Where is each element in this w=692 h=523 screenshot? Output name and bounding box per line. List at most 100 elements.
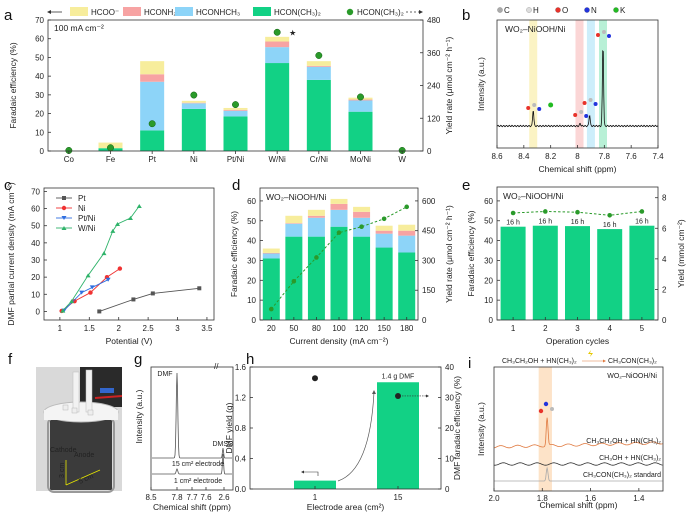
bar xyxy=(597,229,623,320)
y2-axis-label: Yield rate (μmol cm⁻² h⁻¹) xyxy=(444,37,454,135)
yield-point xyxy=(315,52,323,59)
x-tick-label: 8.4 xyxy=(518,152,530,161)
atom-legend-label: K xyxy=(620,6,626,15)
plot-frame xyxy=(493,366,664,492)
yield-point xyxy=(148,120,156,128)
yield-point xyxy=(404,204,410,210)
cathode-label: Cathode xyxy=(50,447,77,454)
y2-tick-label: 300 xyxy=(422,256,436,265)
y-tick-label: 0 xyxy=(40,147,45,156)
panel-label-d: d xyxy=(232,177,240,194)
x-tick-label: 100 xyxy=(332,324,346,333)
marker-triangle-down xyxy=(105,277,111,282)
reaction-product: CH₃CON(CH₃)₂ xyxy=(608,358,657,365)
x-tick-label: Fe xyxy=(106,155,116,164)
x-tick-label: W/Ni xyxy=(269,155,287,164)
x-tick-label: 2.5 xyxy=(143,324,155,333)
legend-label: Ni xyxy=(78,204,86,213)
bar xyxy=(565,226,590,320)
highlight-band xyxy=(598,20,607,148)
y-tick-label: 30 xyxy=(31,256,40,265)
bar-segment xyxy=(262,248,280,253)
yield-point xyxy=(575,209,580,215)
atom-legend-icon xyxy=(497,7,503,13)
electrode-rod xyxy=(72,371,80,413)
x-tick-label: 1 xyxy=(58,324,63,333)
x-tick-label: 8.6 xyxy=(491,152,503,161)
bar-segment xyxy=(375,225,393,231)
y2-tick-label: 2 xyxy=(662,285,667,294)
y-tick-label: 0 xyxy=(36,307,41,316)
y2-axis-label: Yield (mmol cm⁻²) xyxy=(676,219,686,288)
sample-label: WO₂–NiOOH/Ni xyxy=(503,191,564,201)
bar-segment xyxy=(223,107,248,110)
cable xyxy=(100,388,114,393)
bar-segment xyxy=(223,110,248,117)
atom-legend-label: O xyxy=(562,6,568,15)
y-tick-label: 60 xyxy=(31,205,40,214)
bar-segment xyxy=(307,236,325,320)
bar-segment xyxy=(262,253,280,259)
legend-swatch xyxy=(253,7,271,16)
y2-tick-label: 8 xyxy=(662,194,667,203)
y-tick-label: 40 xyxy=(484,237,493,246)
series-line-pt xyxy=(99,287,200,312)
x-tick-label: Pt xyxy=(148,155,156,164)
y-tick-label: 20 xyxy=(31,273,40,282)
x-tick-label: 2.0 xyxy=(488,494,500,503)
y-axis-label: Faradaic efficiency (%) xyxy=(229,211,239,297)
plot-frame xyxy=(259,187,419,321)
growth-arrow xyxy=(337,391,375,482)
bar-segment xyxy=(181,103,206,109)
y2-tick-label: 0 xyxy=(445,485,450,494)
bar-segment xyxy=(285,236,303,320)
plot-frame xyxy=(496,186,659,321)
marker-square xyxy=(97,309,102,314)
y-tick-label: 40 xyxy=(31,239,40,248)
k-ion-icon xyxy=(548,102,554,108)
y-tick-label: 50 xyxy=(484,217,493,226)
y-tick-label: 20 xyxy=(247,276,256,285)
panel-label-f: f xyxy=(8,351,13,368)
panel-label-h: h xyxy=(246,351,254,368)
x-tick-label: 3 xyxy=(175,324,180,333)
bar-segment xyxy=(398,252,416,320)
x-tick-label: 20 xyxy=(267,324,276,333)
panel-g: 8.5 7.8 7.7 7.6 2.6 // DMF DMSO 15 cm² electrode… xyxy=(134,362,234,512)
oxygen-atom-icon xyxy=(595,33,600,37)
marker-square xyxy=(62,196,66,200)
x-tick-label: Cr/Ni xyxy=(310,155,328,164)
plot-frame xyxy=(43,187,215,321)
bar-segment xyxy=(140,74,165,82)
bar-segment xyxy=(330,226,348,320)
y-tick-label: 70 xyxy=(31,187,40,196)
trace-label: 15 cm² electrode xyxy=(172,461,224,468)
trace-label: CH₃CH₂OH + HN(CH₃)₂ xyxy=(586,438,661,445)
port-fitting xyxy=(71,407,78,414)
y-tick-label: 0 xyxy=(489,316,494,325)
oxygen-atom-icon xyxy=(573,113,578,117)
highlight-band xyxy=(575,20,584,148)
arrow-head-icon xyxy=(47,10,51,14)
x-tick-label: 120 xyxy=(355,324,369,333)
bar xyxy=(629,225,655,320)
x-tick-label: 3 xyxy=(575,324,580,333)
marker-circle xyxy=(88,290,93,295)
x-tick-label: 7.8 xyxy=(599,152,611,161)
bar-segment xyxy=(307,215,325,218)
jar-lid-rim xyxy=(44,410,118,420)
highlight-band xyxy=(529,20,538,148)
x-tick-label: W xyxy=(398,155,406,164)
fe-point xyxy=(312,375,318,382)
carbon-atom-icon xyxy=(601,30,606,34)
arrow-head-icon xyxy=(603,359,606,363)
oxygen-atom-icon xyxy=(538,408,544,414)
anode-label: Anode xyxy=(74,452,94,459)
y2-tick-label: 120 xyxy=(427,114,441,123)
left-axis-arrow xyxy=(303,471,319,476)
y-axis-label: Intensity (a.u.) xyxy=(476,402,486,456)
bar-segment xyxy=(265,41,290,48)
bar-duration-label: 16 h xyxy=(603,222,617,229)
y-tick-label: 40 xyxy=(35,72,44,81)
